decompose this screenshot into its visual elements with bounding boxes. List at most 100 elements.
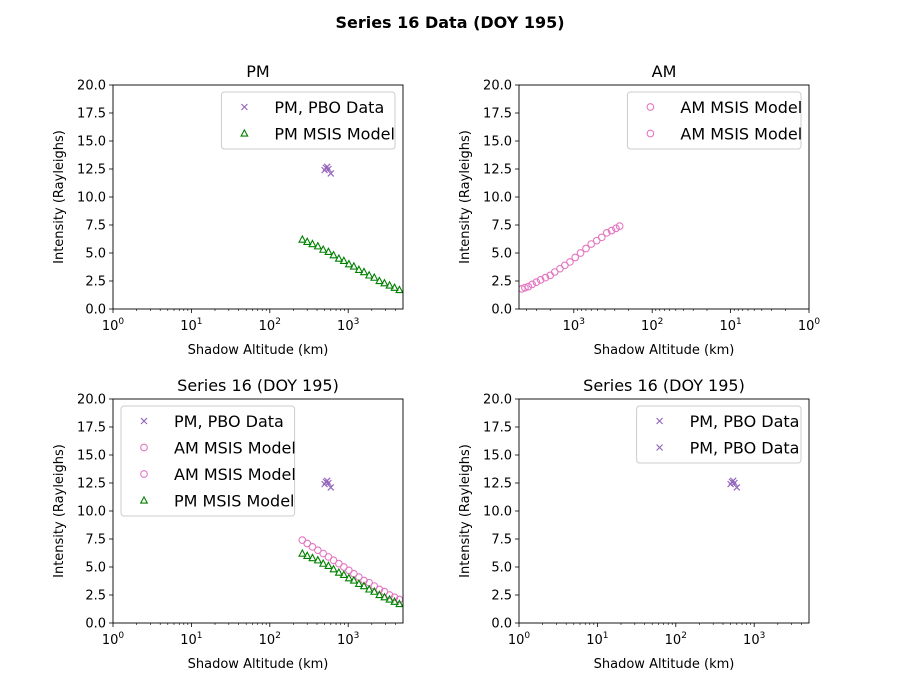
legend-marker [646, 129, 655, 138]
y-tick-label: 7.5 [491, 219, 512, 234]
y-tick-label: 10.0 [483, 191, 512, 206]
data-point [354, 265, 364, 273]
legend-marker [656, 417, 664, 425]
y-tick-label: 12.5 [483, 477, 512, 492]
data-point [303, 539, 312, 548]
y-tick-label: 0.0 [491, 617, 512, 632]
data-point [325, 165, 332, 173]
data-point [375, 590, 384, 599]
data-point [349, 261, 359, 270]
y-tick-label: 12.5 [77, 163, 106, 178]
data-point [390, 596, 399, 605]
legend-marker [140, 443, 148, 452]
y-tick-label: 20.0 [483, 79, 512, 94]
data-point [602, 228, 611, 237]
y-tick-label: 15.0 [77, 135, 106, 150]
data-point [318, 558, 328, 567]
data-point [334, 567, 344, 576]
data-point [298, 548, 307, 557]
y-tick-label: 17.5 [77, 107, 106, 122]
y-axis-label: Intensity (Rayleighs) [52, 444, 67, 578]
y-tick-label: 5.0 [85, 561, 106, 576]
data-markers [727, 477, 741, 491]
data-point [324, 561, 333, 570]
data-point [324, 247, 333, 256]
data-point [733, 484, 741, 491]
legend-marker [140, 417, 148, 425]
legend-label: PM, PBO Data [274, 98, 384, 117]
data-point [566, 258, 574, 266]
x-axis-label: Shadow Altitude (km) [188, 657, 329, 672]
data-point [334, 253, 344, 262]
data-point [370, 586, 379, 595]
plot-frame [112, 398, 404, 624]
data-markers [298, 163, 403, 294]
data-point [359, 581, 369, 590]
data-point [308, 553, 317, 562]
legend-label: PM MSIS Model [174, 492, 295, 511]
y-tick-label: 5.0 [85, 247, 106, 262]
legend-label: PM, PBO Data [690, 439, 800, 458]
legend-marker [646, 103, 655, 111]
data-markers [298, 477, 403, 608]
data-point [576, 249, 585, 257]
data-point [395, 599, 403, 608]
plot-frame [518, 398, 810, 624]
data-point [612, 224, 620, 233]
legend-box [220, 91, 396, 150]
data-point [313, 546, 322, 555]
data-point [308, 542, 317, 551]
subplot-title: AM [652, 62, 677, 81]
data-point [390, 282, 399, 291]
legend-label: PM, PBO Data [690, 412, 800, 431]
data-point [344, 573, 354, 582]
data-point [329, 250, 338, 259]
data-point [308, 239, 317, 248]
data-point [302, 551, 312, 559]
data-point [298, 234, 307, 243]
legend-label: AM MSIS Model [680, 98, 802, 117]
subplot-title: Series 16 (DOY 195) [583, 376, 745, 395]
data-point [360, 576, 368, 585]
data-point [313, 241, 323, 250]
data-point [524, 282, 533, 291]
data-point [327, 484, 335, 491]
y-tick-label: 17.5 [77, 421, 106, 436]
legend-label: AM MSIS Model [174, 465, 296, 484]
data-point [587, 240, 596, 248]
legend-label: PM MSIS Model [274, 125, 395, 144]
legend-marker [139, 495, 149, 504]
y-axis-label: Intensity (Rayleighs) [458, 444, 473, 578]
legend: PM, PBO Data AM MSIS Model AM MSIS Model PM… [120, 405, 296, 517]
data-point [541, 273, 550, 282]
legend-marker [240, 103, 248, 111]
data-point [597, 233, 606, 242]
data-point [319, 549, 328, 558]
y-tick-label: 7.5 [85, 533, 106, 548]
x-axis-label: Shadow Altitude (km) [594, 657, 735, 672]
data-point [731, 479, 738, 487]
y-tick-label: 2.5 [491, 589, 512, 604]
data-point [339, 256, 349, 264]
data-point [528, 280, 536, 289]
y-tick-label: 15.0 [483, 449, 512, 464]
subplot-4: Series 16 (DOY 195) 0.0 2.5 5.0 7.5 10.0 12.5 1… [458, 376, 810, 672]
legend-box [636, 405, 802, 464]
y-tick-label: 7.5 [491, 533, 512, 548]
data-point [302, 237, 312, 245]
data-point [607, 226, 616, 235]
data-point [390, 593, 399, 602]
y-tick-label: 20.0 [483, 393, 512, 408]
data-point [571, 253, 580, 262]
data-point [364, 584, 374, 593]
data-point [327, 170, 335, 177]
data-point [395, 285, 403, 294]
y-tick-label: 10.0 [77, 191, 106, 206]
data-point [375, 585, 384, 594]
legend-label: PM, PBO Data [174, 412, 284, 431]
data-point [385, 280, 394, 289]
y-tick-label: 17.5 [483, 107, 512, 122]
data-point [615, 222, 624, 230]
